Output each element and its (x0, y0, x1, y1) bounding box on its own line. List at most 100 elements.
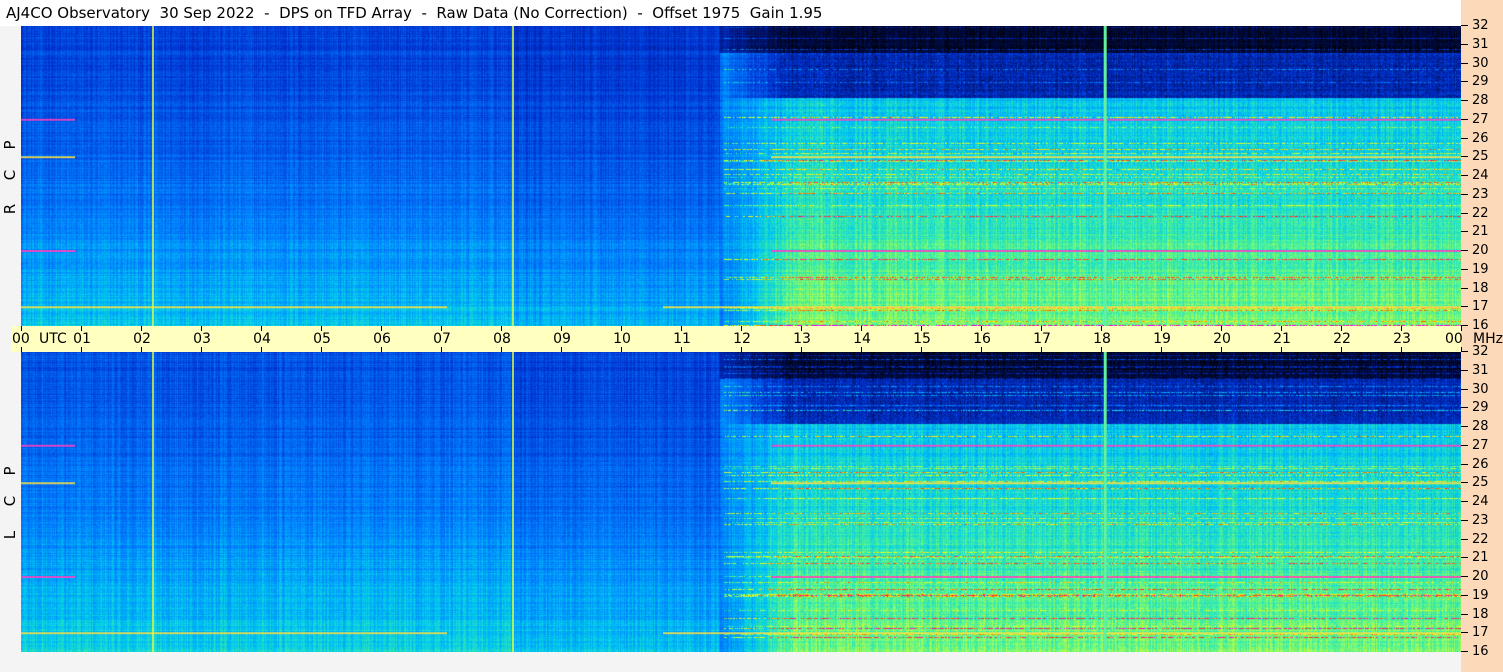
time-tick-label: 22 (1333, 331, 1351, 347)
time-tick (621, 326, 622, 331)
freq-tick-label: 30 (1461, 56, 1489, 71)
freq-tick-text: 22 (1472, 205, 1489, 221)
freq-tick-label: 25 (1461, 476, 1489, 490)
time-tick (741, 326, 742, 331)
freq-tick-label: 21 (1461, 551, 1489, 565)
freq-tick (1461, 538, 1468, 540)
time-tick (261, 326, 262, 331)
time-tick (741, 347, 742, 352)
freq-tick-text: 17 (1472, 299, 1489, 315)
time-tick (1341, 326, 1342, 331)
freq-tick-text: 22 (1472, 531, 1489, 547)
time-tick-label: 07 (433, 331, 451, 347)
freq-tick (1461, 325, 1468, 326)
freq-tick-text: 27 (1472, 437, 1489, 453)
side-letter: C (1, 495, 19, 507)
freq-tick-label: 21 (1461, 225, 1489, 239)
freq-tick (1461, 613, 1468, 615)
freq-tick (1461, 137, 1468, 139)
side-letter: R (1, 203, 19, 215)
freq-tick-label: 20 (1461, 244, 1489, 258)
time-tick (141, 326, 142, 331)
freq-tick-label: 20 (1461, 570, 1489, 584)
time-tick (81, 326, 82, 331)
freq-tick-label: 32 (1461, 345, 1489, 359)
time-tick (981, 347, 982, 352)
time-tick-label: 18 (1093, 331, 1111, 347)
time-unit-label: MHz (1473, 331, 1503, 347)
side-letter: P (1, 140, 19, 150)
time-tick-label: 23 (1393, 331, 1411, 347)
time-unit-label: UTC (39, 331, 67, 347)
time-tick-label: 06 (373, 331, 391, 347)
freq-tick (1461, 231, 1468, 233)
freq-tick-text: 31 (1472, 36, 1489, 52)
freq-tick (1461, 632, 1468, 634)
time-tick (1461, 326, 1462, 331)
freq-tick-text: 32 (1472, 344, 1489, 359)
freq-tick-text: 16 (1472, 318, 1489, 333)
time-tick-label: 11 (673, 331, 691, 347)
time-tick (201, 347, 202, 352)
time-tick (501, 347, 502, 352)
time-tick-label: 15 (913, 331, 931, 347)
time-tick (1401, 326, 1402, 331)
time-tick-label: 12 (733, 331, 751, 347)
freq-tick-text: 25 (1472, 475, 1489, 491)
freq-tick-label: 22 (1461, 205, 1489, 221)
rcp-heatmap-canvas (21, 26, 1461, 326)
freq-tick-label: 31 (1461, 36, 1489, 52)
freq-tick (1461, 463, 1468, 465)
lcp-heatmap-canvas (21, 352, 1461, 652)
freq-tick (1461, 287, 1468, 289)
freq-tick-text: 21 (1472, 550, 1489, 566)
time-tick-label: 00 (1445, 331, 1463, 347)
time-tick (1401, 347, 1402, 352)
freq-tick-text: 18 (1472, 606, 1489, 622)
freq-tick-label: 32 (1461, 19, 1489, 33)
time-tick (21, 347, 22, 352)
time-tick-label: 03 (193, 331, 211, 347)
chart-title: AJ4CO Observatory 30 Sep 2022 - DPS on T… (0, 0, 1461, 26)
freq-tick-text: 28 (1472, 93, 1489, 108)
time-tick (81, 347, 82, 352)
freq-tick (1461, 250, 1468, 251)
time-tick (1161, 347, 1162, 352)
side-letter: P (1, 466, 19, 476)
freq-tick-text: 28 (1472, 419, 1489, 434)
frequency-axis: 32 31 30 29 28 27 26 25 24 23 22 21 20 19 18 17 16 32 31 30… (1461, 0, 1503, 672)
freq-tick-label: 31 (1461, 363, 1489, 378)
time-tick (861, 326, 862, 331)
freq-tick-text: 20 (1472, 243, 1489, 258)
time-tick (501, 326, 502, 331)
freq-tick-label: 26 (1461, 131, 1489, 146)
freq-tick (1461, 43, 1468, 45)
freq-tick (1461, 193, 1468, 195)
freq-tick-text: 25 (1472, 149, 1489, 165)
side-letter: L (1, 530, 19, 540)
time-tick (21, 326, 22, 331)
time-tick (921, 326, 922, 331)
freq-tick (1461, 501, 1468, 502)
freq-tick-text: 32 (1472, 18, 1489, 33)
time-tick (261, 347, 262, 352)
time-tick-label: 02 (133, 331, 151, 347)
freq-tick-label: 27 (1461, 112, 1489, 127)
freq-tick-label: 19 (1461, 588, 1489, 603)
time-tick (1041, 326, 1042, 331)
freq-tick (1461, 426, 1468, 427)
time-tick (561, 326, 562, 331)
time-tick (861, 347, 862, 352)
time-tick (321, 347, 322, 352)
freq-tick-label: 30 (1461, 382, 1489, 397)
time-tick (321, 326, 322, 331)
freq-tick (1461, 156, 1468, 158)
freq-tick-text: 24 (1472, 168, 1489, 183)
freq-tick-text: 21 (1472, 224, 1489, 240)
freq-tick (1461, 212, 1468, 214)
freq-tick-text: 16 (1472, 644, 1489, 659)
freq-tick (1461, 100, 1468, 101)
time-tick-label: 21 (1273, 331, 1291, 347)
time-tick (801, 347, 802, 352)
freq-tick (1461, 62, 1468, 64)
